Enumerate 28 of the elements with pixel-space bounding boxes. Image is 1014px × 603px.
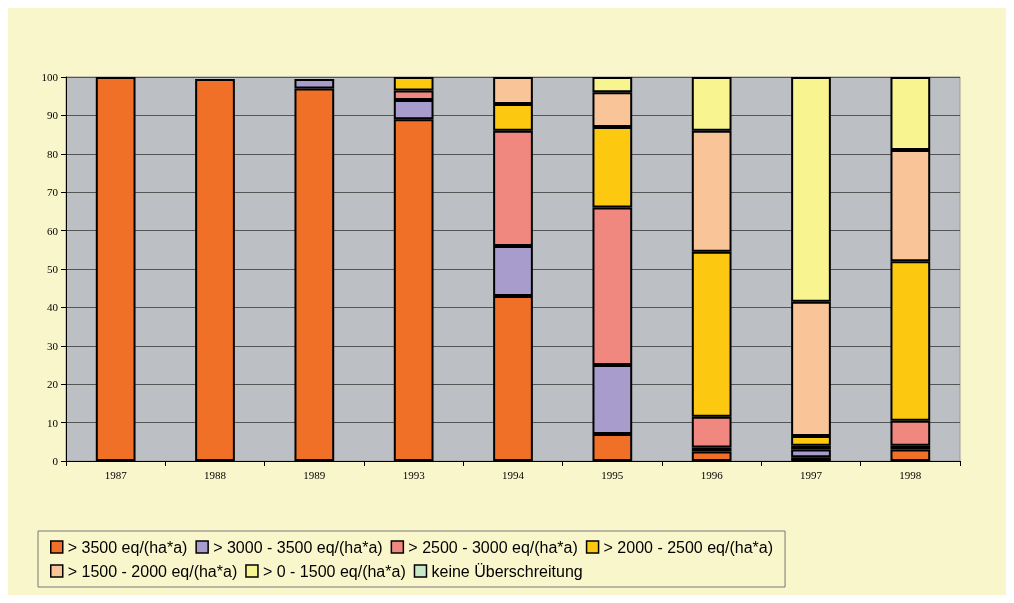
- legend-label: > 2500 - 3000 eq/(ha*a): [408, 538, 578, 556]
- legend-label: keine Überschreitung: [431, 562, 583, 580]
- y-tick-label: 100: [41, 71, 59, 83]
- x-tick-label: 1988: [204, 468, 227, 481]
- y-tick-label: 10: [47, 416, 59, 429]
- x-tick-label: 1995: [601, 468, 624, 481]
- y-tick-label: 60: [47, 224, 59, 237]
- y-tick-label: 80: [47, 147, 59, 160]
- x-tick-label: 1994: [502, 468, 525, 481]
- x-tick-label: 1998: [899, 468, 922, 481]
- y-tick-label: 40: [47, 301, 59, 314]
- x-tick-label: 1996: [700, 468, 724, 481]
- y-tick-label: 50: [47, 263, 59, 275]
- legend-label: > 3000 - 3500 eq/(ha*a): [213, 538, 383, 556]
- y-tick-label: 20: [47, 378, 59, 391]
- x-tick-label: 1987: [104, 468, 128, 481]
- x-tick-label: 1993: [402, 468, 426, 481]
- y-tick-label: 30: [47, 339, 59, 352]
- bar: [791, 449, 831, 458]
- legend-label: > 3500 eq/(ha*a): [67, 538, 188, 556]
- y-tick-label: 90: [47, 109, 59, 122]
- legend-label: > 0 - 1500 eq/(ha*a): [262, 562, 406, 580]
- y-tick-label: 0: [52, 455, 59, 467]
- x-tick-label: 1989: [303, 468, 326, 481]
- x-tick-label: 1997: [800, 468, 823, 481]
- legend-label: > 2000 - 2500 eq/(ha*a): [603, 538, 774, 556]
- legend-label: > 1500 - 2000 eq/(ha*a): [67, 562, 238, 580]
- y-tick-label: 70: [47, 186, 59, 199]
